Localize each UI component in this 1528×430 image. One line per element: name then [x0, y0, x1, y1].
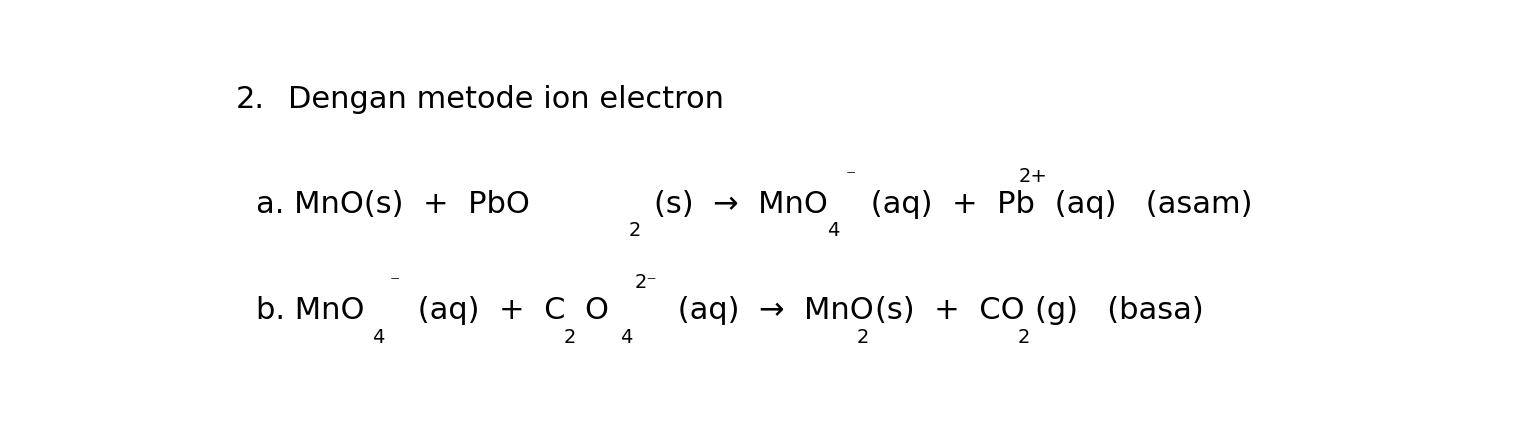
- Text: (aq)  +  C: (aq) + C: [408, 295, 565, 324]
- Text: 2: 2: [564, 327, 576, 346]
- Text: 4: 4: [827, 221, 839, 240]
- Text: 2: 2: [628, 221, 640, 240]
- Text: b. MnO: b. MnO: [257, 295, 365, 324]
- Text: (s)  →  MnO: (s) → MnO: [654, 190, 828, 218]
- Text: 2⁻: 2⁻: [636, 272, 657, 291]
- Text: a. MnO(s)  +  PbO: a. MnO(s) + PbO: [257, 190, 530, 218]
- Text: ⁻: ⁻: [845, 166, 856, 185]
- Text: 2: 2: [857, 327, 869, 346]
- Text: (g)   (basa): (g) (basa): [1036, 295, 1204, 324]
- Text: 2+: 2+: [1018, 166, 1047, 185]
- Text: Dengan metode ion electron: Dengan metode ion electron: [289, 85, 724, 114]
- Text: (aq)  +  Pb: (aq) + Pb: [862, 190, 1034, 218]
- Text: 2.: 2.: [235, 85, 264, 114]
- Text: O: O: [584, 295, 608, 324]
- Text: (aq)  →  MnO: (aq) → MnO: [668, 295, 874, 324]
- Text: 4: 4: [620, 327, 633, 346]
- Text: (s)  +  CO: (s) + CO: [876, 295, 1025, 324]
- Text: 2: 2: [1018, 327, 1030, 346]
- Text: (aq)   (asam): (aq) (asam): [1045, 190, 1253, 218]
- Text: ⁻: ⁻: [390, 272, 400, 291]
- Text: 4: 4: [373, 327, 385, 346]
